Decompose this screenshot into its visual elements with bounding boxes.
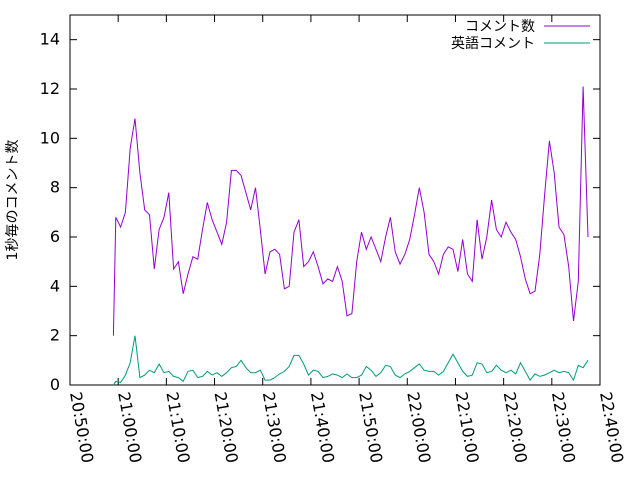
x-tick-label: 21:50:00 xyxy=(355,390,386,464)
x-axis: 20:50:00 21:00:00 21:10:00 21:20:00 21:30:00… xyxy=(66,15,627,464)
x-tick-label: 21:30:00 xyxy=(259,390,290,464)
x-tick-label: 20:50:00 xyxy=(66,390,97,464)
y-axis-title: 1秒毎のコメント数 xyxy=(5,140,21,261)
x-tick-label: 21:00:00 xyxy=(114,390,145,464)
y-tick-label: 0 xyxy=(50,375,60,394)
y-tick-label: 8 xyxy=(50,178,60,197)
x-tick-label: 22:30:00 xyxy=(548,390,579,464)
y-tick-label: 6 xyxy=(50,227,60,246)
x-tick-label: 22:10:00 xyxy=(452,390,483,464)
y-tick-label: 10 xyxy=(40,128,60,147)
series-layer xyxy=(112,86,589,386)
x-tick-label: 22:00:00 xyxy=(403,390,434,464)
y-tick-label: 2 xyxy=(50,326,60,345)
x-tick-label: 21:20:00 xyxy=(211,390,242,464)
x-tick-label: 22:20:00 xyxy=(500,390,531,464)
y-tick-label: 4 xyxy=(50,276,60,295)
y-tick-label: 14 xyxy=(40,30,60,49)
legend-label-0: コメント数 xyxy=(465,19,535,35)
x-tick-label: 22:40:00 xyxy=(596,390,627,464)
series-line-1 xyxy=(112,335,589,386)
legend-label-1: 英語コメント xyxy=(451,35,535,52)
plot-frame xyxy=(69,14,601,386)
y-axis: 0 2 4 6 8 10 12 14 xyxy=(40,30,600,394)
x-tick-label: 21:10:00 xyxy=(162,390,193,464)
series-line-0 xyxy=(112,86,589,336)
y-tick-label: 12 xyxy=(40,79,60,98)
x-tick-label: 21:40:00 xyxy=(307,390,338,464)
